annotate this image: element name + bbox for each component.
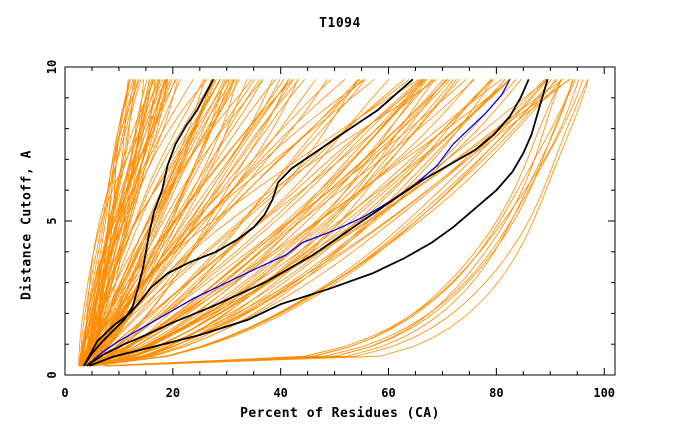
axis-ticks: 0 20 40 60 80 100 0 5 10 — [45, 60, 615, 400]
model-curve — [102, 79, 589, 367]
model-curve — [93, 79, 361, 367]
y-axis-label: Distance Cutoff, A — [19, 150, 35, 300]
model-curve — [89, 79, 424, 367]
model-curve — [93, 79, 230, 367]
model-curve — [94, 79, 426, 367]
model-curve — [79, 79, 447, 367]
model-curve — [112, 79, 562, 367]
model-curve — [107, 79, 584, 367]
model-curve — [91, 79, 451, 367]
highlight-curve — [83, 78, 414, 367]
model-curve — [89, 79, 161, 366]
model-curve — [79, 79, 433, 367]
model-curve — [95, 79, 458, 367]
model-curve — [87, 78, 571, 367]
model-curve — [95, 78, 564, 367]
model-curve — [90, 78, 405, 367]
model-curve — [91, 79, 260, 366]
model-curve — [107, 79, 573, 367]
model-curve — [88, 79, 435, 367]
x-tick-label: 60 — [381, 386, 395, 400]
model-curve — [80, 79, 306, 367]
model-curve — [79, 79, 140, 366]
x-tick-label: 40 — [273, 386, 287, 400]
model-curve — [80, 79, 448, 367]
chart-title: T1094 — [319, 16, 361, 31]
x-tick-label: 100 — [593, 386, 615, 400]
model-curve — [84, 79, 522, 367]
model-curve — [84, 78, 420, 366]
highlight-curve — [88, 79, 549, 367]
model-curve — [82, 79, 177, 366]
model-curve — [96, 79, 154, 366]
model-curve — [86, 79, 148, 366]
x-tick-label: 20 — [166, 386, 180, 400]
model-curve — [84, 79, 222, 366]
model-curve — [97, 79, 359, 367]
highlight-curve — [86, 78, 530, 367]
model-curve — [105, 79, 576, 367]
model-curve — [93, 79, 454, 367]
reference-curve — [86, 78, 511, 367]
model-curve — [88, 79, 317, 367]
x-tick-label: 0 — [61, 386, 68, 400]
model-curve — [115, 79, 589, 367]
model-curve — [84, 79, 424, 367]
y-tick-label: 5 — [45, 217, 59, 224]
model-curve — [82, 79, 552, 367]
model-curve — [79, 79, 292, 367]
model-curve — [95, 79, 563, 367]
model-curve — [80, 79, 474, 367]
model-curve — [85, 79, 511, 367]
model-curve — [92, 79, 492, 367]
model-curve — [83, 79, 444, 367]
model-curve — [86, 78, 434, 367]
model-curve — [88, 79, 273, 367]
model-curve — [87, 78, 511, 367]
model-curve — [106, 79, 574, 367]
highlight-curve — [83, 78, 215, 367]
y-tick-label: 0 — [45, 371, 59, 378]
model-curve — [85, 79, 366, 367]
model-curve — [83, 79, 285, 366]
model-curve — [93, 79, 135, 366]
x-axis-label: Percent of Residues (CA) — [240, 406, 440, 421]
model-curve — [96, 79, 156, 366]
model-curve — [83, 79, 206, 366]
model-curve — [81, 79, 557, 367]
y-tick-label: 10 — [45, 60, 59, 74]
model-curve — [79, 79, 168, 366]
model-curve — [96, 79, 264, 366]
model-curve — [94, 79, 234, 366]
model-curve — [83, 79, 173, 366]
model-curve — [79, 79, 328, 367]
model-curve — [96, 79, 194, 366]
model-curve — [91, 79, 221, 366]
model-curve — [84, 79, 545, 367]
model-curve — [96, 78, 366, 366]
model-curve — [82, 79, 214, 366]
model-curve — [81, 79, 494, 367]
x-tick-label: 80 — [489, 386, 503, 400]
orange-model-curves — [78, 78, 589, 367]
highlighted-series — [83, 78, 549, 367]
model-curve — [81, 79, 428, 367]
model-curve — [104, 79, 580, 367]
